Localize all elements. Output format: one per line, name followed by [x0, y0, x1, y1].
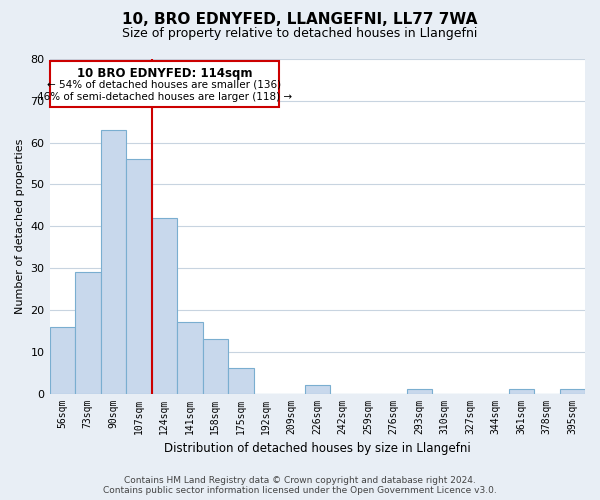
Bar	[509, 390, 534, 394]
X-axis label: Distribution of detached houses by size in Llangefni: Distribution of detached houses by size …	[164, 442, 470, 455]
Bar	[152, 218, 177, 394]
Bar	[50, 326, 75, 394]
Bar	[407, 390, 432, 394]
Text: 10, BRO EDNYFED, LLANGEFNI, LL77 7WA: 10, BRO EDNYFED, LLANGEFNI, LL77 7WA	[122, 12, 478, 28]
Text: 10 BRO EDNYFED: 114sqm: 10 BRO EDNYFED: 114sqm	[77, 68, 252, 80]
Bar	[177, 322, 203, 394]
Bar	[560, 390, 585, 394]
Bar	[305, 385, 330, 394]
Bar	[101, 130, 126, 394]
Text: 46% of semi-detached houses are larger (118) →: 46% of semi-detached houses are larger (…	[37, 92, 292, 102]
Text: Contains HM Land Registry data © Crown copyright and database right 2024.
Contai: Contains HM Land Registry data © Crown c…	[103, 476, 497, 495]
Y-axis label: Number of detached properties: Number of detached properties	[15, 138, 25, 314]
Text: Size of property relative to detached houses in Llangefni: Size of property relative to detached ho…	[122, 28, 478, 40]
Bar	[228, 368, 254, 394]
Bar	[126, 160, 152, 394]
Text: ← 54% of detached houses are smaller (136): ← 54% of detached houses are smaller (13…	[47, 80, 281, 90]
FancyBboxPatch shape	[50, 61, 279, 107]
Bar	[203, 339, 228, 394]
Bar	[75, 272, 101, 394]
